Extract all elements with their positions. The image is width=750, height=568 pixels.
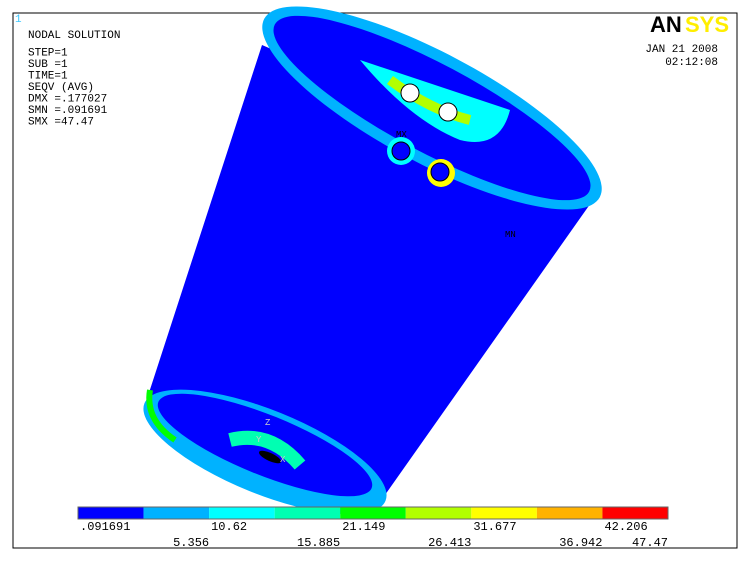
hole [438, 102, 458, 122]
axis-x-label: X [280, 455, 286, 465]
info-line: SUB =1 [28, 59, 68, 71]
mn-label: MN [505, 230, 516, 240]
patch [387, 75, 472, 125]
date: JAN 21 2008 [645, 44, 718, 56]
patch [146, 389, 177, 443]
legend-label: 42.206 [604, 520, 647, 534]
legend-label: 10.62 [211, 520, 247, 534]
hole [391, 141, 411, 161]
info-line: SMX =47.47 [28, 117, 94, 129]
mx-label: MX [396, 130, 407, 140]
legend-swatch [602, 507, 668, 519]
legend-swatch [209, 507, 275, 519]
logo-sys: SYS [685, 12, 729, 37]
legend-swatch [405, 507, 472, 519]
model: MX MN Z Y X [143, 6, 602, 515]
legend-label: 26.413 [428, 536, 471, 550]
legend-swatch [471, 507, 537, 519]
legend-label: 36.942 [559, 536, 602, 550]
logo-an: AN [650, 12, 682, 37]
hole [258, 450, 282, 464]
legend-swatch [143, 507, 210, 519]
info-line: SMN =.091691 [28, 105, 108, 117]
axis-z-label: Z [265, 418, 271, 428]
info-line: TIME=1 [28, 71, 68, 83]
patch [228, 430, 306, 470]
legend-label: 15.885 [297, 536, 340, 550]
legend-label: 21.149 [342, 520, 385, 534]
legend-swatch [274, 507, 341, 519]
legend-label: .091691 [80, 520, 130, 534]
hole [400, 83, 420, 103]
info-line: DMX =.177027 [28, 94, 107, 106]
legend-label: 31.677 [473, 520, 516, 534]
legend-swatch [78, 507, 144, 519]
time: 02:12:08 [665, 57, 718, 69]
info-line: SEQV (AVG) [28, 82, 94, 94]
legend-swatch [340, 507, 406, 519]
info-line: NODAL SOLUTION [28, 30, 120, 42]
legend-border [77, 506, 669, 520]
hole [430, 162, 450, 182]
legend-label: 47.47 [632, 536, 668, 550]
legend-label: 5.356 [173, 536, 209, 550]
axis-y-label: Y [256, 435, 262, 445]
info-line: STEP=1 [28, 48, 68, 60]
window-number: 1 [15, 14, 22, 26]
legend-swatch [536, 507, 603, 519]
